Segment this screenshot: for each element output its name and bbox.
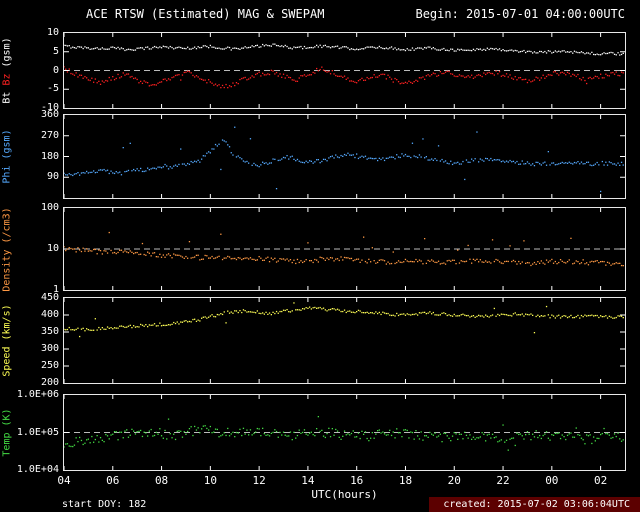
y-tick-label: 360 [40, 109, 59, 120]
y-tick-label: 1.0E+05 [16, 426, 59, 438]
plot-title: ACE RTSW (Estimated) MAG & SWEPAM [86, 7, 325, 21]
y-tick-label: 1.0E+06 [16, 389, 59, 400]
chart-panel-bt-bz: Bt Bz (gsm) 10 5 0 -5 -10 [2, 27, 626, 113]
x-axis-label: UTC(hours) [311, 488, 378, 501]
y-tick-label: -5 [46, 83, 59, 95]
y-tick-label: 1 [52, 284, 59, 295]
y-tick-label: 100 [40, 202, 59, 213]
chart-panel-density: Density (/cm3) 100 10 1 [2, 202, 626, 295]
y-tick-label: 10 [46, 27, 59, 38]
y-tick-label: 180 [40, 150, 59, 162]
y-tick-label: 400 [40, 309, 59, 320]
x-tick-label: 04 [57, 474, 71, 487]
plot-area-temp [64, 395, 625, 470]
series-temp [64, 416, 624, 451]
plot-area-speed [64, 298, 625, 383]
y-tick-label: 350 [40, 326, 59, 337]
x-tick-label: 06 [106, 474, 120, 487]
begin-timestamp: Begin: 2015-07-01 04:00:00UTC [415, 7, 625, 21]
x-axis-ticks: 04 06 08 10 12 14 16 18 20 22 00 02 [0, 474, 640, 488]
title-bar: ACE RTSW (Estimated) MAG & SWEPAM Begin:… [64, 7, 625, 21]
y-tick-label: 1.0E+04 [16, 464, 59, 475]
y-tick-label: 270 [40, 129, 59, 141]
x-tick-label: 14 [301, 474, 315, 487]
series-bz [64, 66, 624, 89]
x-tick-label: 22 [496, 474, 510, 487]
x-tick-label: 00 [545, 474, 559, 487]
x-tick-label: 08 [154, 474, 169, 487]
series-bt [64, 43, 624, 56]
series-phi [64, 126, 624, 193]
series-speed [64, 302, 624, 338]
y-tick-label: 10 [46, 243, 59, 254]
series-density [64, 231, 624, 267]
y-tick-label: 200 [40, 377, 59, 388]
y-tick-label: -10 [40, 102, 59, 113]
start-doy-label: start DOY: 182 [62, 499, 147, 510]
chart-panel-temp: Temp (K) 1.0E+06 1.0E+05 1.0E+04 [2, 389, 626, 475]
chart-panel-phi: Phi (gsm) 360 270 180 90 [2, 109, 626, 199]
y-tick-label: 450 [40, 292, 59, 303]
plot-area-bt-bz [64, 33, 625, 108]
x-tick-label: 10 [203, 474, 217, 487]
plot-area-phi [64, 115, 625, 198]
y-tick-label: 300 [40, 343, 59, 354]
chart-panel-speed: Speed (km/s) 450 400 350 300 250 200 [2, 292, 626, 388]
y-tick-label: 250 [40, 360, 59, 371]
y-tick-label: 90 [46, 171, 59, 183]
x-tick-label: 20 [447, 474, 461, 487]
x-tick-label: 02 [593, 474, 608, 487]
y-tick-label: 0 [52, 64, 59, 76]
x-tick-label: 18 [398, 474, 413, 487]
y-tick-label: 5 [52, 45, 59, 57]
created-timestamp: created: 2015-07-02 03:06:04UTC [429, 497, 640, 512]
x-tick-label: 16 [350, 474, 364, 487]
plot-area-density [64, 208, 625, 290]
x-tick-label: 12 [252, 474, 266, 487]
